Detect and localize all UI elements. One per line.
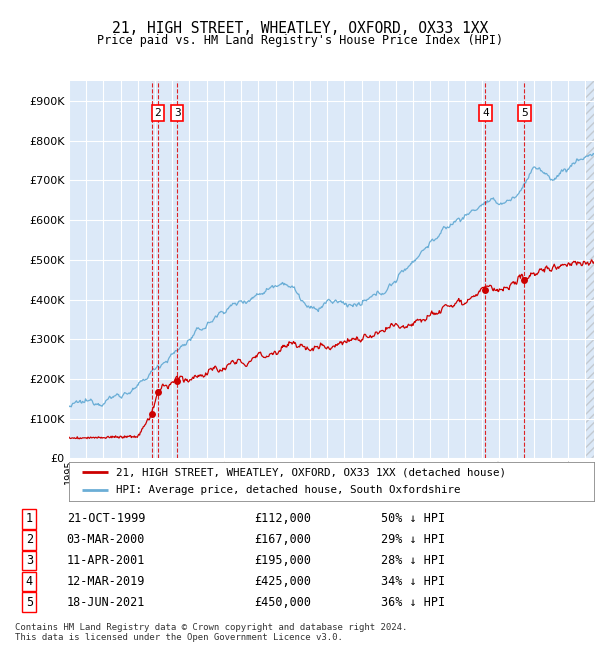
Text: 2: 2 (26, 533, 33, 546)
Text: £112,000: £112,000 (254, 512, 311, 525)
Text: HPI: Average price, detached house, South Oxfordshire: HPI: Average price, detached house, Sout… (116, 485, 461, 495)
Text: 21, HIGH STREET, WHEATLEY, OXFORD, OX33 1XX (detached house): 21, HIGH STREET, WHEATLEY, OXFORD, OX33 … (116, 467, 506, 477)
Text: 50% ↓ HPI: 50% ↓ HPI (380, 512, 445, 525)
Text: £195,000: £195,000 (254, 554, 311, 567)
Text: £167,000: £167,000 (254, 533, 311, 546)
Text: 36% ↓ HPI: 36% ↓ HPI (380, 596, 445, 609)
Bar (586, 81, 600, 458)
Text: 28% ↓ HPI: 28% ↓ HPI (380, 554, 445, 567)
Text: 11-APR-2001: 11-APR-2001 (67, 554, 145, 567)
Text: 1: 1 (26, 512, 33, 525)
Text: 03-MAR-2000: 03-MAR-2000 (67, 533, 145, 546)
Text: 18-JUN-2021: 18-JUN-2021 (67, 596, 145, 609)
Text: 12-MAR-2019: 12-MAR-2019 (67, 575, 145, 588)
Text: 5: 5 (26, 596, 33, 609)
Text: Contains HM Land Registry data © Crown copyright and database right 2024.: Contains HM Land Registry data © Crown c… (15, 623, 407, 632)
Text: 5: 5 (521, 108, 528, 118)
Text: 4: 4 (482, 108, 489, 118)
Text: 29% ↓ HPI: 29% ↓ HPI (380, 533, 445, 546)
Text: £425,000: £425,000 (254, 575, 311, 588)
Text: 4: 4 (26, 575, 33, 588)
Text: 21-OCT-1999: 21-OCT-1999 (67, 512, 145, 525)
Text: This data is licensed under the Open Government Licence v3.0.: This data is licensed under the Open Gov… (15, 632, 343, 642)
Text: £450,000: £450,000 (254, 596, 311, 609)
Text: 3: 3 (26, 554, 33, 567)
Text: Price paid vs. HM Land Registry's House Price Index (HPI): Price paid vs. HM Land Registry's House … (97, 34, 503, 47)
Text: 34% ↓ HPI: 34% ↓ HPI (380, 575, 445, 588)
Text: 3: 3 (174, 108, 181, 118)
Text: 21, HIGH STREET, WHEATLEY, OXFORD, OX33 1XX: 21, HIGH STREET, WHEATLEY, OXFORD, OX33 … (112, 21, 488, 36)
Text: 2: 2 (155, 108, 161, 118)
